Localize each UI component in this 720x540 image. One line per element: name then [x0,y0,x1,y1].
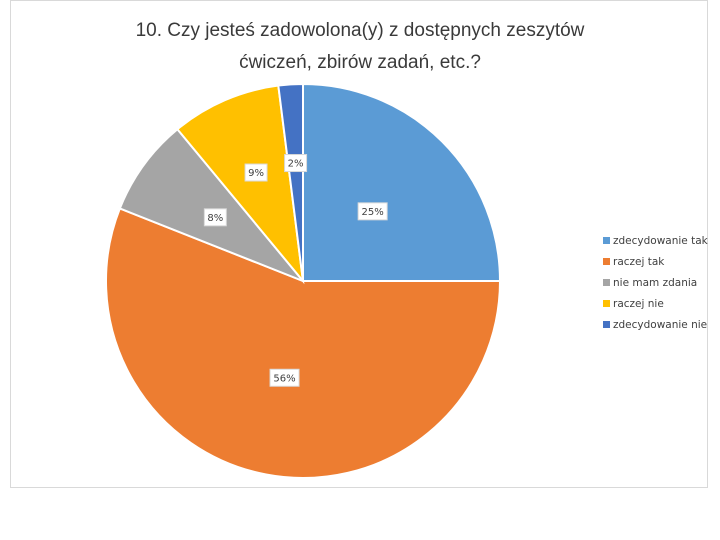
legend: zdecydowanie tak raczej tak nie mam zdania… [603,235,709,331]
legend-swatch [603,321,610,328]
pie-slice-zdecydowanie-tak [302,82,502,282]
legend-item-raczej-nie: raczej nie [603,298,664,310]
chart-title-line-2: ćwiczeń, zbirów zadań, etc.? [239,52,481,73]
svg-text:56%: 56% [273,373,295,384]
pie-chart: 10. Czy jesteś zadowolona(y) z dostępnyc… [105,20,709,479]
data-label-raczej-nie: 9% [244,163,268,182]
data-label-zdecydowanie-nie: 2% [284,154,308,173]
legend-swatch [603,300,610,307]
data-label-zdecydowanie-tak: 25% [357,202,388,221]
pie-slice-raczej-nie [176,84,305,285]
legend-label: raczej nie [613,298,664,310]
data-label-nie-mam-zdania: 8% [203,208,227,227]
data-label-raczej-tak: 56% [269,368,300,387]
legend-item-zdecydowanie-tak: zdecydowanie tak [603,235,709,247]
chart-title-line-1: 10. Czy jesteś zadowolona(y) z dostępnyc… [136,20,585,41]
pie-slice-raczej-tak [105,207,502,479]
pie-slices [105,82,502,479]
legend-label: zdecydowanie nie [613,319,707,331]
legend-label: nie mam zdania [613,277,697,289]
legend-swatch [603,258,610,265]
svg-text:25%: 25% [362,207,384,218]
svg-text:2%: 2% [288,159,304,170]
svg-text:9%: 9% [248,168,264,179]
legend-swatch [603,279,610,286]
legend-item-nie-mam-zdania: nie mam zdania [603,277,697,289]
legend-item-raczej-tak: raczej tak [603,256,665,268]
data-labels: 25% 56% 8% 9% 2% [203,154,388,387]
chart-area: 10. Czy jesteś zadowolona(y) z dostępnyc… [10,0,709,488]
legend-label: raczej tak [613,256,665,268]
legend-swatch [603,237,610,244]
pie-slice-nie-mam-zdania [118,127,304,282]
legend-label: zdecydowanie tak [613,235,709,247]
svg-text:8%: 8% [207,213,223,224]
legend-item-zdecydowanie-nie: zdecydowanie nie [603,319,707,331]
pie-slice-zdecydowanie-nie [277,82,304,282]
